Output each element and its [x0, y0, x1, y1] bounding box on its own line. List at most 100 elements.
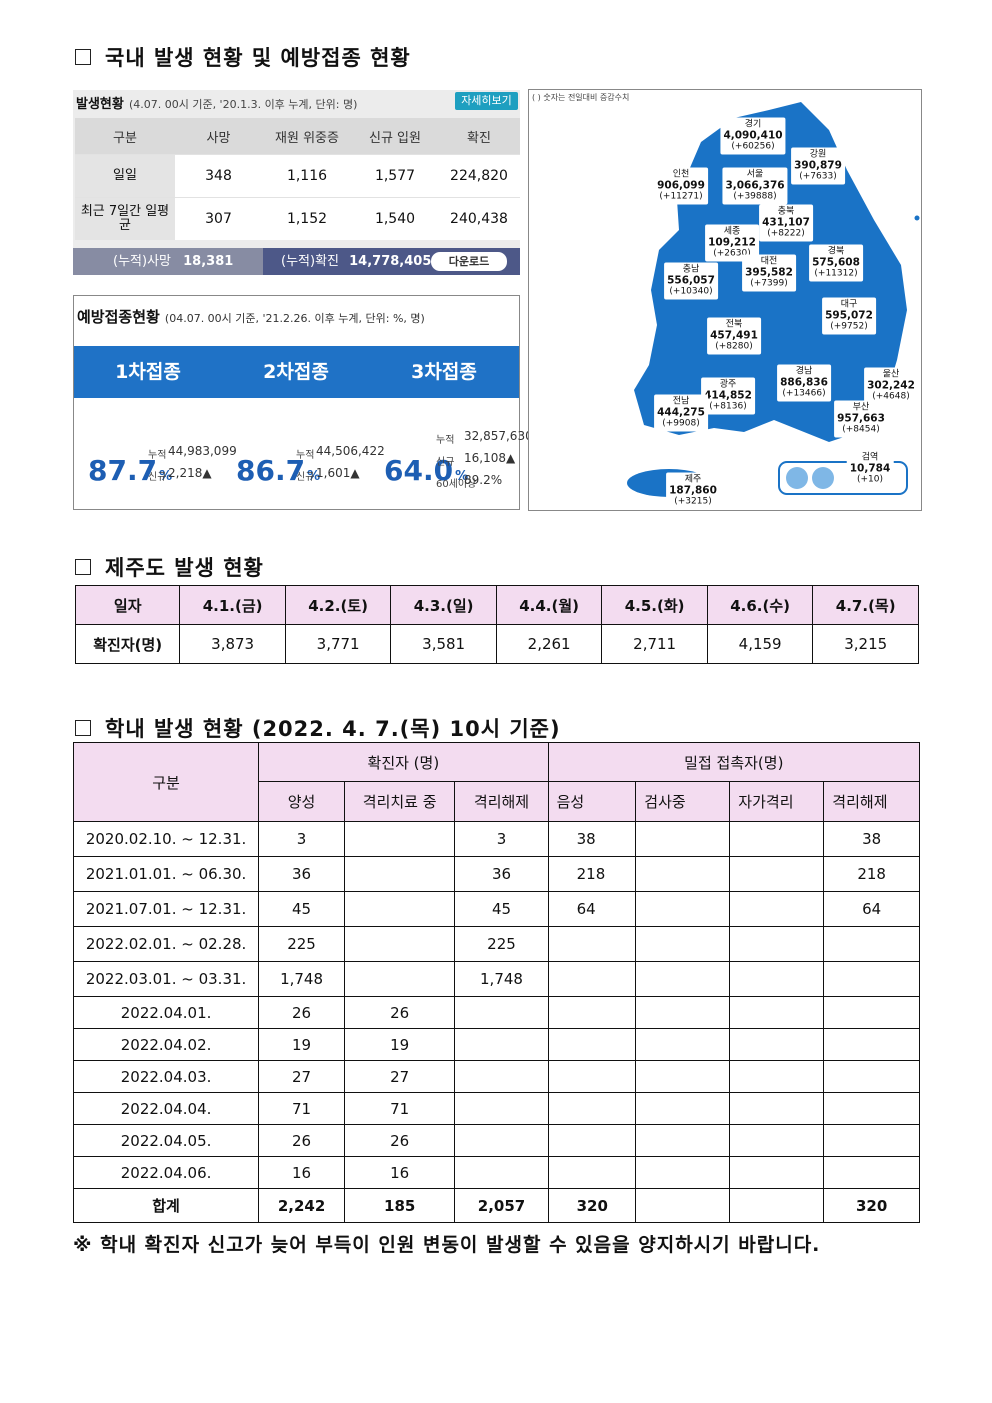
- value-cell: [729, 961, 825, 997]
- region-change: (+7633): [799, 171, 837, 182]
- value-cell: 1,748: [258, 961, 345, 997]
- header-cell: 검사중: [635, 781, 731, 822]
- header-cell: 확진자 (명): [258, 742, 549, 782]
- region-total: 457,491: [710, 329, 758, 342]
- region-label: 울산 302,242 (+4648): [864, 367, 918, 405]
- header-row: 일자 4.1.(금) 4.2.(토) 4.3.(일) 4.4.(월) 4.5.(화) 4.6…: [74, 585, 919, 625]
- region-name: 서울: [746, 169, 764, 180]
- island: [914, 215, 920, 221]
- region-total: 556,057: [667, 274, 715, 287]
- region-change: (+2630): [713, 248, 751, 259]
- region-label: 인천 906,099 (+11271): [654, 167, 708, 205]
- value-cell: [547, 1156, 637, 1189]
- value-cell: [729, 1156, 825, 1189]
- data-cell: 확진자(명): [74, 624, 181, 664]
- value-cell: [343, 926, 456, 962]
- data-row: 2021.07.01. ~ 12.31. 45 45 64 64: [72, 891, 920, 927]
- detail-value: 89.2%: [464, 473, 503, 487]
- region-name: 대전: [760, 256, 778, 267]
- region-label: 부산 957,663 (+8454): [834, 400, 888, 438]
- region-change: (+60256): [731, 141, 775, 152]
- data-cell: 3,771: [284, 624, 392, 664]
- region-label: 전북 457,491 (+8280): [707, 317, 761, 355]
- region-label: 검역 10,784 (+10): [846, 450, 894, 488]
- footer-label: (누적)사망: [113, 254, 171, 269]
- region-name: 경남: [795, 366, 813, 377]
- region-name: 제주: [684, 474, 702, 485]
- region-change: (+3215): [674, 496, 712, 507]
- title-text: 학내 발생 현황 (2022. 4. 7.(목) 10시 기준): [105, 717, 561, 741]
- region-label: 서울 3,066,376 (+39888): [722, 167, 788, 205]
- label-cell: 2022.04.01.: [72, 996, 260, 1029]
- header-cell: 4.2.(토): [284, 585, 392, 625]
- data-row: 2021.01.01. ~ 06.30. 36 36 218 218: [72, 856, 920, 892]
- label-cell: 합계: [72, 1188, 260, 1223]
- region-name: 세종: [723, 226, 741, 237]
- value-cell: [635, 1060, 731, 1093]
- value-cell: 71: [343, 1092, 456, 1125]
- region-name: 부산: [852, 402, 870, 413]
- header-cell: 자가격리: [729, 781, 825, 822]
- region-total: 10,784: [849, 462, 891, 475]
- value-cell: [823, 1060, 920, 1093]
- vaccination-panel: 예방접종현황 (04.07. 00시 기준, '21.2.26. 이후 누계, …: [73, 295, 533, 510]
- value-cell: [635, 1092, 731, 1125]
- detail-button[interactable]: 자세히보기: [455, 92, 518, 110]
- region-total: 444,275: [657, 406, 705, 419]
- value-cell: 27: [258, 1060, 345, 1093]
- detail-label: 누적: [148, 450, 167, 461]
- rate-unit: %: [159, 469, 173, 484]
- detail-label: 누적: [296, 450, 315, 461]
- section-title: 국내 발생 현황 및 예방접종 현황: [75, 42, 411, 72]
- detail-value: 44,983,099: [168, 444, 237, 458]
- rate-value: 87.7: [88, 454, 158, 487]
- region-name: 강원: [809, 149, 827, 160]
- dose-rate: 87.7%: [88, 454, 172, 487]
- value-cell: [343, 856, 456, 892]
- value-cell: [635, 891, 731, 927]
- footer-value: 18,381: [183, 254, 234, 269]
- checkbox-icon: [75, 720, 91, 736]
- label-cell: 2022.03.01. ~ 03.31.: [72, 961, 260, 997]
- data-cell: 240,438: [438, 197, 520, 240]
- header-cell: 사망: [175, 118, 262, 155]
- value-cell: [454, 1028, 549, 1061]
- detail-value: 32,857,630: [464, 429, 533, 443]
- value-cell: 16: [258, 1156, 345, 1189]
- region-change: (+11312): [814, 268, 858, 279]
- panel-subtitle: (4.07. 00시 기준, '20.1.3. 이후 누계, 단위: 명): [128, 98, 358, 111]
- header-row: 구분 사망 재원 위중증 신규 입원 확진: [75, 118, 520, 155]
- value-cell: 36: [454, 856, 549, 892]
- airport-icon: [786, 467, 808, 489]
- value-cell: 218: [823, 856, 920, 892]
- region-name: 대구: [840, 299, 858, 310]
- header-cell: 4.7.(목): [812, 585, 919, 625]
- value-cell: 218: [547, 856, 637, 892]
- data-row: 2022.03.01. ~ 03.31. 1,748 1,748: [72, 961, 920, 997]
- data-cell: 1,152: [262, 197, 352, 240]
- header-row: 구분 확진자 (명) 밀접 접촉자(명): [72, 742, 921, 822]
- header-cell: 일자: [74, 585, 181, 625]
- region-total: 390,879: [794, 159, 842, 172]
- data-cell: 307: [175, 197, 262, 240]
- region-change: (+9752): [830, 321, 868, 332]
- map-panel: ( ) 숫자는 전일대비 증감수치 경기 4,090,410 (+60256) 강원 3…: [528, 89, 922, 511]
- dose-name: 2차접종: [263, 361, 329, 383]
- detail-value: 1,601▲: [316, 466, 360, 480]
- header-cell: 4.3.(일): [390, 585, 497, 625]
- region-change: (+8454): [842, 424, 880, 435]
- value-cell: 64: [547, 891, 637, 927]
- value-cell: 2,057: [454, 1188, 549, 1223]
- value-cell: [343, 961, 456, 997]
- data-row: 2022.04.01. 26 26: [72, 996, 920, 1029]
- title-text: 제주도 발생 현황: [105, 556, 264, 580]
- region-total: 886,836: [780, 376, 828, 389]
- region-name: 인천: [672, 169, 690, 180]
- region-name: 전북: [725, 319, 743, 330]
- data-cell: 4,159: [706, 624, 814, 664]
- data-cell: 2,711: [601, 624, 708, 664]
- label-cell: 2022.02.01. ~ 02.28.: [72, 926, 260, 962]
- region-label: 제주 187,860 (+3215): [666, 472, 720, 510]
- value-cell: 26: [343, 996, 456, 1029]
- download-button[interactable]: 다운로드: [431, 252, 507, 271]
